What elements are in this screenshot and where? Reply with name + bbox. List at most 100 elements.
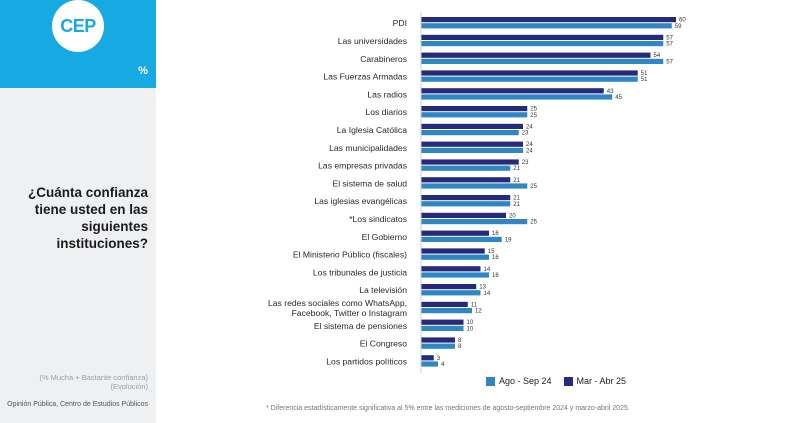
- bar-recent: [421, 141, 523, 147]
- bar-recent: [421, 17, 676, 23]
- bar-prior: [421, 147, 523, 153]
- value-label-prior: 45: [615, 95, 622, 101]
- value-label-prior: 24: [526, 148, 533, 154]
- sidebar: CEP % ¿Cuánta confianza tiene usted en l…: [0, 0, 156, 423]
- footnote: * Diferencia estadísticamente significat…: [266, 405, 630, 412]
- bar-prior: [421, 254, 489, 260]
- bar-recent: [421, 70, 638, 76]
- bar-prior: [421, 201, 511, 207]
- category-label: Los tribunales de justicia: [313, 267, 407, 277]
- bar-prior: [421, 76, 638, 82]
- bar-prior: [421, 94, 613, 100]
- value-label-prior: 12: [475, 309, 482, 315]
- value-label-recent: 60: [679, 18, 686, 24]
- value-label-recent: 23: [522, 160, 529, 166]
- bar-prior: [421, 236, 502, 242]
- legend-label-recent: Mar - Abr 25: [576, 376, 627, 386]
- value-label-prior: 14: [484, 291, 491, 297]
- question-title: ¿Cuánta confianza tiene usted en las sig…: [27, 185, 148, 251]
- category-label: Las radios: [367, 89, 407, 99]
- bar-recent: [421, 88, 604, 94]
- category-label: Las iglesias evangélicas: [314, 196, 407, 206]
- category-label: El Gobierno: [362, 232, 408, 242]
- category-label: PDI: [393, 18, 407, 28]
- value-label-prior: 25: [530, 113, 537, 119]
- value-label-prior: 59: [675, 24, 682, 30]
- value-label-recent: 8: [458, 338, 462, 344]
- bar-prior: [421, 41, 664, 47]
- legend-swatch-recent: [563, 376, 573, 386]
- legend: Ago - Sep 24 Mar - Abr 25: [486, 376, 626, 386]
- value-label-prior: 10: [467, 326, 474, 332]
- bar-prior: [421, 290, 481, 296]
- category-label: La Iglesia Católica: [337, 125, 407, 135]
- bar-recent: [421, 248, 485, 254]
- category-label: Facebook, Twitter o Instagram: [292, 308, 407, 318]
- value-label-prior: 16: [492, 273, 499, 279]
- value-label-recent: 15: [488, 249, 495, 255]
- source-note: Opinión Pública, Centro de Estudios Públ…: [7, 401, 148, 408]
- value-label-prior: 19: [505, 237, 512, 243]
- logo: CEP: [52, 0, 104, 52]
- category-label: Las municipalidades: [329, 143, 407, 153]
- category-label: *Los sindicatos: [349, 214, 407, 224]
- bar-recent: [421, 177, 511, 183]
- bar-recent: [421, 355, 434, 361]
- value-label-recent: 16: [492, 231, 499, 237]
- value-label-recent: 25: [530, 107, 537, 113]
- value-label-prior: 51: [641, 77, 648, 83]
- bar-recent: [421, 266, 481, 272]
- value-label-prior: 21: [513, 166, 520, 172]
- bar-recent: [421, 319, 464, 325]
- value-label-prior: 23: [522, 131, 529, 137]
- category-label: Las Fuerzas Armadas: [323, 72, 407, 82]
- value-label-prior: 57: [666, 42, 673, 48]
- category-label: El sistema de pensiones: [314, 321, 407, 331]
- bar-recent: [421, 159, 519, 165]
- value-label-recent: 10: [467, 320, 474, 326]
- bar-recent: [421, 123, 523, 129]
- bar-recent: [421, 337, 455, 343]
- bar-prior: [421, 219, 528, 225]
- value-label-recent: 51: [641, 71, 648, 77]
- logo-text: CEP: [60, 15, 96, 36]
- category-label: Los diarios: [365, 107, 407, 117]
- bar-recent: [421, 301, 468, 307]
- bar-prior: [421, 130, 519, 136]
- bar-prior: [421, 112, 528, 118]
- category-label: La televisión: [359, 285, 407, 295]
- value-label-recent: 13: [479, 285, 486, 291]
- bar-recent: [421, 195, 511, 201]
- value-label-recent: 24: [526, 124, 533, 130]
- bar-prior: [421, 325, 464, 331]
- bar-recent: [421, 52, 651, 58]
- value-label-recent: 20: [509, 213, 516, 219]
- category-label: Las empresas privadas: [318, 161, 407, 171]
- value-label-recent: 43: [607, 89, 614, 95]
- value-label-prior: 16: [492, 255, 499, 261]
- value-label-prior: 25: [530, 184, 537, 190]
- bar-recent: [421, 34, 664, 40]
- category-label: Carabineros: [360, 54, 407, 64]
- legend-swatch-prior: [486, 376, 495, 386]
- bar-recent: [421, 284, 477, 290]
- value-label-prior: 4: [441, 362, 445, 368]
- legend-label-prior: Ago - Sep 24: [499, 376, 552, 386]
- category-label: El sistema de salud: [332, 178, 407, 188]
- bar-prior: [421, 165, 511, 171]
- value-label-recent: 21: [513, 178, 520, 184]
- legend-item-prior: Ago - Sep 24: [486, 376, 552, 386]
- value-label-recent: 54: [654, 53, 661, 59]
- value-label-prior: 57: [666, 59, 673, 65]
- category-label: Las universidades: [338, 36, 407, 46]
- bar-prior: [421, 272, 489, 278]
- value-label-prior: 25: [530, 220, 537, 226]
- bar-prior: [421, 183, 528, 189]
- value-label-recent: 24: [526, 142, 533, 148]
- percent-icon: %: [134, 62, 152, 80]
- bar-prior: [421, 23, 672, 29]
- category-label: El Congreso: [360, 339, 408, 349]
- value-label-recent: 14: [484, 267, 491, 273]
- value-label-recent: 57: [666, 35, 673, 41]
